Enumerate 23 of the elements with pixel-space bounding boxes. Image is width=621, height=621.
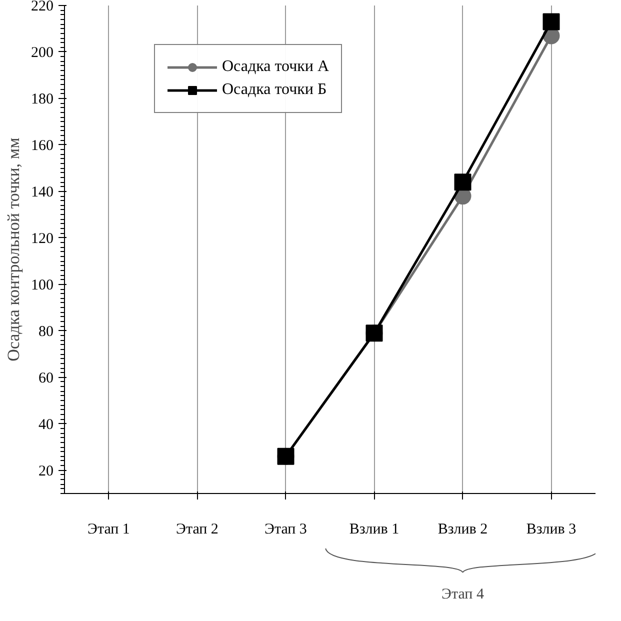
point xyxy=(454,174,472,191)
y-tick-label: 160 xyxy=(31,138,54,154)
text: Этап 4 xyxy=(442,586,484,602)
x-tick-label: Этап 2 xyxy=(176,522,218,538)
y-tick-label: 40 xyxy=(38,416,54,433)
legend-label: Осадка точки А xyxy=(222,58,330,76)
y-tick-label: 20 xyxy=(38,463,54,480)
y-axis-title: Осадка контрольной точки, мм xyxy=(4,137,23,362)
y-tick-label: 100 xyxy=(31,277,54,294)
legend-label: Осадка точки Б xyxy=(222,81,327,99)
x-tick-label: Этап 3 xyxy=(264,522,307,538)
x-tick-label: Взлив 2 xyxy=(438,522,488,538)
y-tick-label: 180 xyxy=(31,91,54,108)
y-tick-label: 200 xyxy=(31,44,54,61)
point xyxy=(542,13,560,30)
y-tick-label: 60 xyxy=(38,370,54,386)
y-tick-label: 140 xyxy=(31,184,54,200)
x-tick-label: Взлив 3 xyxy=(526,522,576,538)
y-tick-label: 120 xyxy=(31,230,54,247)
x-tick-label: Взлив 1 xyxy=(349,522,400,538)
y-tick-label: 220 xyxy=(31,0,54,14)
x-tick-label: Этап 1 xyxy=(88,522,130,538)
y-tick-label: 80 xyxy=(38,324,54,340)
